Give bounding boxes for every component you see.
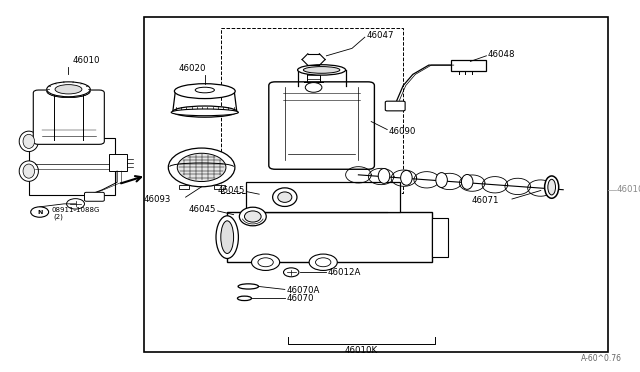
Text: 46071: 46071 <box>472 196 499 205</box>
Circle shape <box>258 258 273 267</box>
Bar <box>179 185 189 189</box>
Ellipse shape <box>238 284 259 289</box>
FancyBboxPatch shape <box>33 90 104 144</box>
Ellipse shape <box>273 188 297 206</box>
Circle shape <box>309 254 337 270</box>
Ellipse shape <box>216 216 238 259</box>
Ellipse shape <box>298 65 346 75</box>
Ellipse shape <box>278 192 292 202</box>
Bar <box>221 28 403 193</box>
FancyBboxPatch shape <box>269 82 374 169</box>
Text: 46048: 46048 <box>488 50 515 59</box>
Bar <box>144 17 608 352</box>
Text: 46020: 46020 <box>179 64 205 73</box>
Ellipse shape <box>548 179 556 195</box>
Text: 46070: 46070 <box>286 294 314 303</box>
Text: 46010: 46010 <box>616 185 640 194</box>
Ellipse shape <box>47 82 90 97</box>
Circle shape <box>168 148 235 187</box>
Circle shape <box>177 153 226 182</box>
Bar <box>29 138 115 195</box>
Circle shape <box>31 207 49 217</box>
Ellipse shape <box>436 173 447 187</box>
Ellipse shape <box>19 161 38 181</box>
Text: A-60^0.76: A-60^0.76 <box>581 354 622 363</box>
Text: (2): (2) <box>54 213 63 220</box>
Text: 46010: 46010 <box>73 56 100 65</box>
Text: 46093: 46093 <box>144 195 172 203</box>
Text: 46010K: 46010K <box>345 346 378 355</box>
Circle shape <box>252 254 280 270</box>
Bar <box>432 218 448 257</box>
Bar <box>109 154 127 171</box>
Circle shape <box>67 199 84 209</box>
Ellipse shape <box>23 134 35 148</box>
Bar <box>214 185 225 189</box>
Ellipse shape <box>378 169 390 183</box>
Circle shape <box>305 83 322 92</box>
Ellipse shape <box>461 174 473 189</box>
FancyBboxPatch shape <box>385 101 405 111</box>
Bar <box>227 212 432 262</box>
Ellipse shape <box>303 67 340 73</box>
Ellipse shape <box>173 106 237 117</box>
Text: 46070A: 46070A <box>286 286 319 295</box>
Ellipse shape <box>237 296 252 301</box>
Ellipse shape <box>195 87 214 93</box>
Bar <box>451 60 486 71</box>
Text: 08911-1088G: 08911-1088G <box>51 207 100 213</box>
Circle shape <box>284 268 299 277</box>
Ellipse shape <box>244 211 261 222</box>
Ellipse shape <box>55 84 82 94</box>
Ellipse shape <box>545 176 559 198</box>
Text: 46090: 46090 <box>388 126 416 136</box>
Ellipse shape <box>401 170 412 185</box>
Circle shape <box>316 258 331 267</box>
Text: 46047: 46047 <box>366 31 394 40</box>
Text: 46045: 46045 <box>189 205 216 214</box>
Bar <box>246 182 400 212</box>
Ellipse shape <box>221 221 234 253</box>
Text: N: N <box>37 209 42 215</box>
FancyBboxPatch shape <box>84 192 104 201</box>
Text: 46045: 46045 <box>218 186 245 195</box>
Ellipse shape <box>174 84 236 99</box>
Text: 46012A: 46012A <box>328 268 361 277</box>
Ellipse shape <box>239 207 266 226</box>
Ellipse shape <box>19 131 38 152</box>
Ellipse shape <box>23 164 35 178</box>
Ellipse shape <box>172 109 239 116</box>
